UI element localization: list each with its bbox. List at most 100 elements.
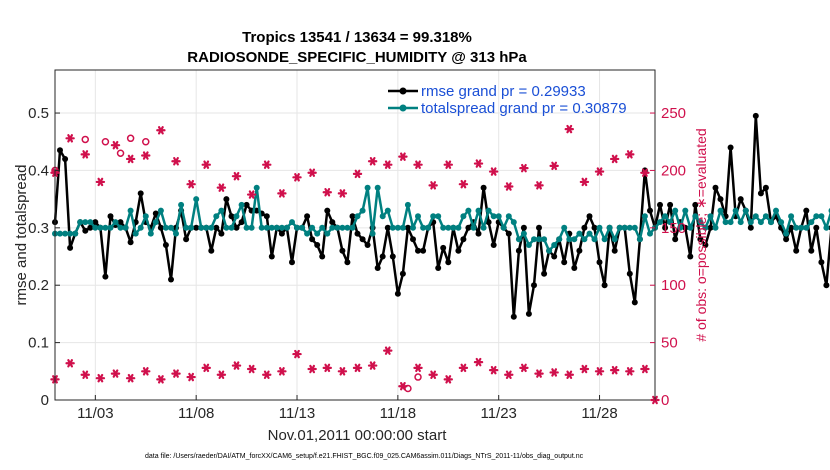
spread-point	[712, 224, 719, 231]
obs-evaluated-marker	[519, 363, 529, 373]
spread-point	[440, 224, 447, 231]
obs-evaluated-marker	[458, 363, 469, 373]
obs-evaluated-marker	[95, 177, 106, 187]
rmse-point	[394, 290, 401, 297]
obs-evaluated-marker	[579, 364, 590, 374]
spread-point	[278, 224, 285, 231]
rmse-point	[329, 219, 336, 226]
rmse-point	[289, 259, 295, 266]
obs-evaluated-marker	[413, 363, 423, 373]
spread-point	[500, 224, 507, 231]
obs-evaluated-marker	[125, 373, 136, 383]
spread-point	[707, 213, 714, 220]
spread-point	[208, 224, 215, 231]
x-tick-label: 11/18	[380, 405, 416, 422]
spread-point	[465, 207, 472, 214]
rmse-point	[541, 270, 548, 277]
spread-point	[173, 230, 179, 237]
spread-point	[525, 242, 532, 248]
obs-evaluated-marker	[125, 154, 136, 164]
rmse-point	[803, 207, 810, 214]
rmse-point	[359, 236, 366, 243]
spread-point	[92, 224, 99, 231]
rmse-point	[67, 244, 74, 251]
obs-evaluated-marker	[262, 370, 272, 379]
spread-point	[268, 224, 275, 231]
obs-evaluated-marker	[80, 150, 90, 159]
obs-evaluated-marker	[504, 182, 514, 191]
spread-point	[430, 213, 437, 220]
spread-point	[793, 224, 800, 231]
rmse-point	[364, 242, 371, 248]
obs-evaluated-marker	[201, 363, 211, 373]
rmse-point	[662, 224, 669, 231]
spread-point	[112, 219, 119, 226]
spread-point	[672, 207, 679, 214]
rmse-point	[783, 236, 790, 243]
rmse-point	[57, 147, 63, 154]
rmse-point	[490, 242, 497, 248]
obs-evaluated-marker	[337, 189, 348, 198]
spread-point	[576, 230, 583, 237]
rmse-point	[551, 253, 558, 260]
rmse-point	[657, 201, 663, 208]
rmse-point	[228, 213, 235, 220]
obs-evaluated-marker	[398, 152, 408, 161]
rmse-point	[591, 224, 598, 231]
obs-evaluated-marker	[625, 367, 635, 376]
obs-evaluated-marker	[458, 179, 469, 189]
rmse-point	[510, 313, 517, 320]
spread-point	[168, 224, 174, 231]
x-tick-label: 11/13	[279, 405, 315, 422]
spread-point	[682, 207, 689, 214]
spread-point	[248, 224, 255, 231]
spread-point	[142, 213, 149, 220]
obs-evaluated-marker	[564, 370, 574, 379]
obs-evaluated-marker	[640, 168, 650, 177]
rmse-point	[445, 259, 452, 266]
rmse-point	[793, 247, 800, 254]
x-axis-label: Nov.01,2011 00:00:00 start	[268, 427, 448, 444]
spread-point	[399, 224, 406, 231]
obs-evaluated-marker	[186, 179, 196, 189]
spread-point	[677, 224, 684, 231]
rmse-point	[762, 184, 769, 191]
obs-evaluated-marker	[488, 365, 499, 375]
y-tick-label: 0.3	[28, 220, 49, 237]
obs-evaluated-marker	[640, 364, 650, 374]
spread-point	[263, 224, 270, 231]
spread-point	[818, 213, 825, 220]
spread-point	[314, 230, 321, 237]
rmse-point	[531, 282, 537, 289]
obs-evaluated-marker	[246, 190, 257, 199]
spread-point	[425, 224, 432, 231]
rmse-point	[354, 230, 361, 237]
obs-evaluated-marker	[337, 367, 348, 376]
spread-point	[470, 224, 477, 231]
spread-point	[309, 224, 316, 231]
footer-data-file: data file: /Users/raeder/DAI/ATM_forcXX/…	[145, 453, 584, 460]
obs-evaluated-marker	[443, 160, 453, 169]
obs-possible-marker	[126, 134, 135, 143]
spread-point	[243, 224, 250, 231]
obs-evaluated-marker	[110, 140, 121, 150]
spread-point	[223, 224, 230, 231]
obs-evaluated-marker	[609, 154, 620, 164]
obs-evaluated-marker	[262, 160, 272, 169]
obs-evaluated-marker	[277, 367, 287, 376]
rmse-point	[304, 213, 311, 220]
spread-point	[823, 224, 830, 231]
spread-point	[778, 219, 785, 226]
rmse-point	[813, 224, 820, 231]
rmse-point	[712, 184, 719, 191]
rmse-point	[505, 230, 512, 237]
legend-spread-marker	[399, 104, 407, 112]
spread-point	[556, 236, 563, 243]
rmse-point	[823, 282, 830, 289]
rmse-point	[137, 190, 144, 197]
spread-point	[773, 207, 779, 214]
obs-evaluated-marker	[201, 160, 211, 169]
spread-point	[410, 224, 416, 231]
obs-evaluated-marker	[534, 181, 544, 190]
rmse-point	[717, 196, 724, 203]
